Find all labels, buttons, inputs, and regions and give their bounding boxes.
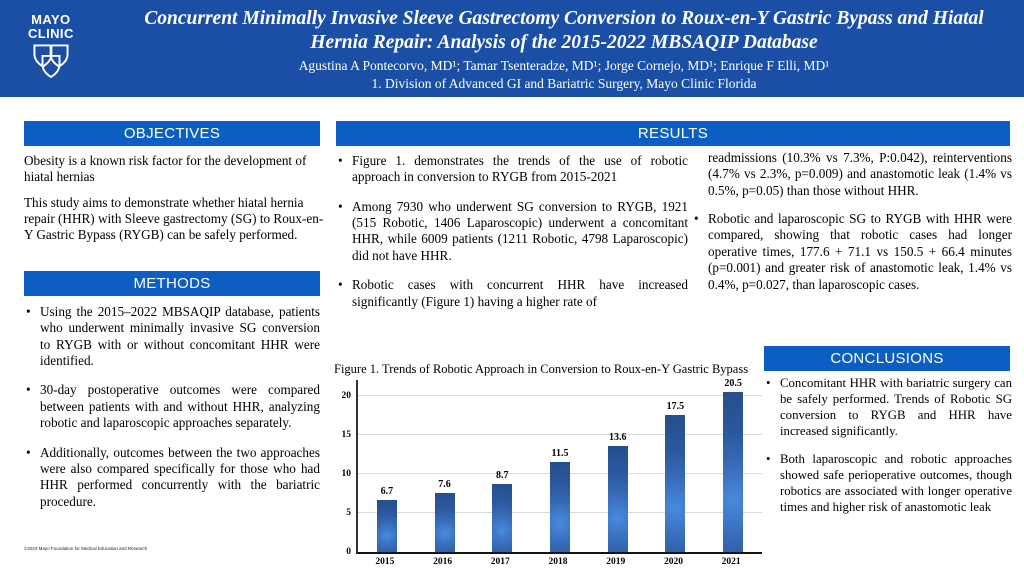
chart-y-axis: 0 5 10 15 20 [334, 380, 354, 557]
logo-text-line2: CLINIC [28, 26, 74, 42]
chart-bar [492, 483, 513, 552]
chart-gridline [358, 394, 762, 396]
chart-x-tick: 2015 [375, 557, 395, 567]
results-bullet: Figure 1. demonstrates the trends of the… [336, 153, 688, 186]
chart-y-tick: 20 [341, 390, 352, 401]
chart-x-tick: 2019 [606, 557, 626, 567]
mayo-clinic-logo: MAYO CLINIC [28, 12, 74, 80]
methods-bullet: Using the 2015–2022 MBSAQIP database, pa… [24, 304, 320, 369]
chart-x-tick: 2021 [721, 557, 741, 567]
copyright-note: ©2023 Mayo Foundation for Medical Educat… [24, 546, 148, 551]
conclusions-bullet: Concomitant HHR with bariatric surgery c… [764, 376, 1012, 439]
chart-bar [607, 445, 628, 552]
poster-header: MAYO CLINIC Concurrent Minimally Invasiv… [0, 0, 1024, 97]
chart-bar [376, 499, 397, 552]
figure-caption: Figure 1. Trends of Robotic Approach in … [334, 362, 749, 376]
poster-title: Concurrent Minimally Invasive Sleeve Gas… [144, 8, 984, 53]
methods-header: METHODS [24, 271, 320, 296]
results-column-2: readmissions (10.3% vs 7.3%, P:0.042), r… [692, 150, 1012, 306]
chart-x-tick: 2017 [490, 557, 510, 567]
chart-bar-value-label: 8.7 [496, 469, 509, 481]
chart-bar [665, 415, 686, 552]
chart-bar-value-label: 13.6 [608, 431, 627, 443]
results-bullet: Among 7930 who underwent SG conversion t… [336, 199, 688, 264]
methods-bullet: Additionally, outcomes between the two a… [24, 445, 320, 510]
chart-bar-value-label: 17.5 [666, 401, 685, 413]
objectives-header: OBJECTIVES [24, 121, 320, 146]
chart-x-axis: 2015 2016 2017 2018 2019 2020 2021 [356, 556, 760, 570]
conclusions-header: CONCLUSIONS [764, 346, 1010, 371]
chart-gridline [358, 433, 762, 435]
affiliation-line: 1. Division of Advanced GI and Bariatric… [371, 75, 757, 91]
objectives-body: Obesity is a known risk factor for the d… [24, 153, 324, 253]
objectives-paragraph: This study aims to demonstrate whether h… [24, 194, 324, 243]
results-continuation: readmissions (10.3% vs 7.3%, P:0.042), r… [708, 150, 1012, 198]
chart-bar-value-label: 7.6 [438, 478, 451, 490]
results-header: RESULTS [336, 121, 1010, 146]
chart-bar [723, 391, 744, 552]
chart-bar [550, 462, 570, 552]
conclusions-bullet: Both laparoscopic and robotic approaches… [764, 452, 1012, 515]
chart-y-tick: 0 [346, 547, 351, 557]
objectives-paragraph: Obesity is a known risk factor for the d… [24, 153, 307, 185]
methods-bullet: 30-day postoperative outcomes were compa… [24, 382, 320, 431]
chart-x-tick: 2018 [548, 557, 568, 567]
chart-x-tick: 2020 [663, 557, 683, 567]
chart-bar-value-label: 6.7 [380, 485, 394, 497]
authors-line: Agustina A Pontecorvo, MD¹; Tamar Tsente… [298, 57, 830, 73]
chart-y-tick: 15 [341, 429, 352, 440]
chart-y-tick: 10 [341, 468, 352, 479]
chart-bar-value-label: 11.5 [551, 448, 569, 460]
results-bullet: Robotic and laparoscopic SG to RYGB with… [692, 211, 1012, 293]
logo-text-line1: MAYO [31, 12, 71, 27]
chart-y-tick: 5 [346, 507, 351, 518]
results-column-1: Figure 1. demonstrates the trends of the… [336, 153, 688, 323]
results-bullet: Robotic cases with concurrent HHR have i… [336, 277, 688, 310]
chart-bar-value-label: 20.5 [724, 377, 742, 389]
figure-chart: 0 5 10 15 20 6.7 7.6 8.7 11.5 13.6 17.5 20.5 2015 2… [334, 377, 766, 574]
chart-x-tick: 2016 [433, 557, 453, 567]
chart-plot-area: 6.7 7.6 8.7 11.5 13.6 17.5 20.5 [356, 377, 762, 554]
header-title-block: Concurrent Minimally Invasive Sleeve Gas… [118, 7, 1010, 92]
mayo-shield-icon [33, 44, 69, 78]
conclusions-body: Concomitant HHR with bariatric surgery c… [764, 376, 1012, 529]
chart-bar [434, 492, 455, 552]
methods-body: Using the 2015–2022 MBSAQIP database, pa… [24, 304, 320, 523]
